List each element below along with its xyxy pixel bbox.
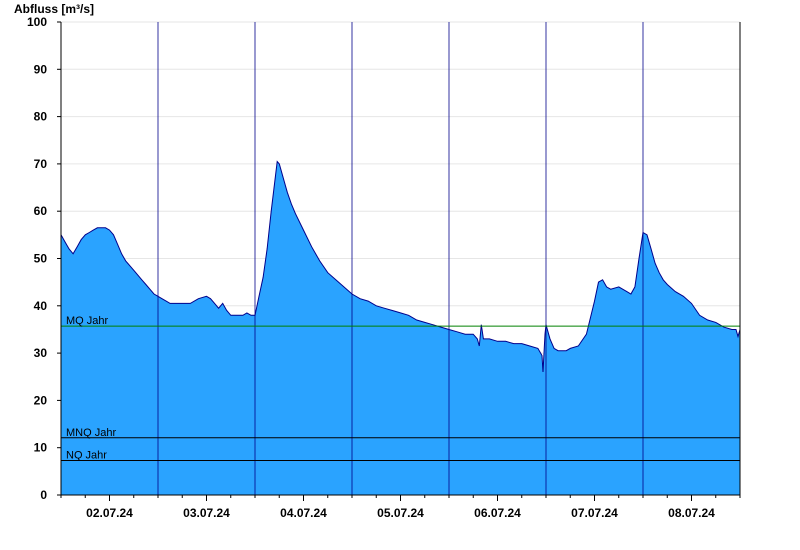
x-tick-label: 02.07.24 <box>86 506 133 520</box>
x-tick-label: 04.07.24 <box>280 506 327 520</box>
reference-lines: MQ Jahr MNQ Jahr NQ Jahr <box>61 315 740 461</box>
x-tick-label: 06.07.24 <box>474 506 521 520</box>
x-ticks: 02.07.24 03.07.24 04.07.24 05.07.24 06.07.24… <box>60 495 741 520</box>
y-tick-label: 50 <box>34 252 48 266</box>
y-tick-label: 80 <box>34 110 48 124</box>
y-tick-label: 60 <box>34 204 48 218</box>
x-tick-label: 03.07.24 <box>183 506 230 520</box>
discharge-line <box>60 160 741 373</box>
x-tick-label: 07.07.24 <box>571 506 618 520</box>
y-ticks: 0 10 20 30 40 50 60 70 80 90 100 <box>27 15 61 502</box>
y-tick-label: 40 <box>34 299 48 313</box>
y-tick-label: 30 <box>34 346 48 360</box>
discharge-area <box>60 160 741 495</box>
y-tick-label: 70 <box>34 157 48 171</box>
x-tick-label: 05.07.24 <box>377 506 424 520</box>
y-axis-label: Abfluss [m³/s] <box>14 2 94 16</box>
day-boundaries <box>157 22 644 495</box>
reference-line-label: NQ Jahr <box>66 449 107 461</box>
reference-line-label: MQ Jahr <box>66 315 109 327</box>
y-tick-label: 90 <box>34 62 48 76</box>
reference-line-label: MNQ Jahr <box>66 427 116 439</box>
y-tick-label: 20 <box>34 393 48 407</box>
y-tick-label: 10 <box>34 441 48 455</box>
discharge-fill <box>61 161 740 495</box>
y-tick-label: 0 <box>40 488 47 502</box>
x-tick-label: 08.07.24 <box>668 506 715 520</box>
y-tick-label: 100 <box>27 15 47 29</box>
